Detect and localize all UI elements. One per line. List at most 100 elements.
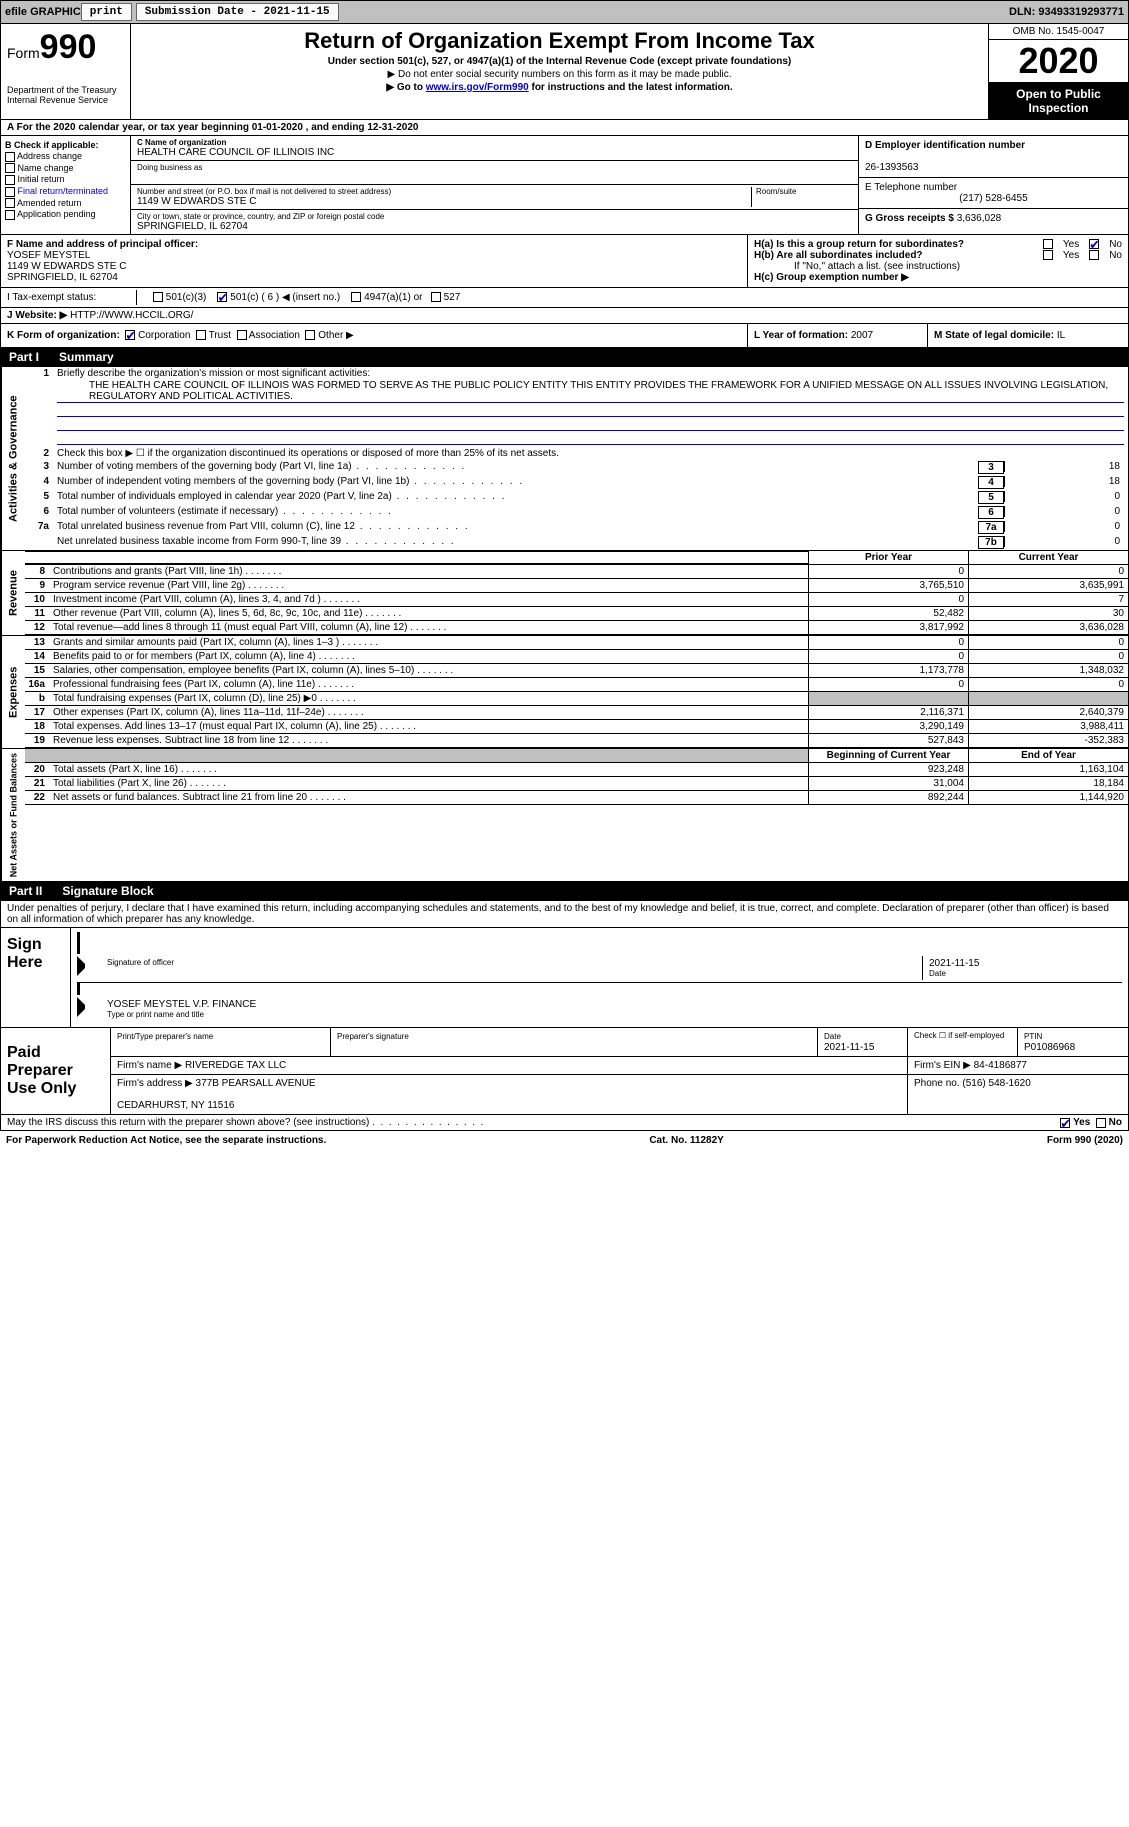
ha-no[interactable]	[1089, 239, 1099, 249]
chk-final-return[interactable]	[5, 187, 15, 197]
line-text: Number of independent voting members of …	[57, 476, 974, 487]
street-label: Number and street (or P.O. box if mail i…	[137, 187, 751, 196]
current-year-value: 2,640,379	[968, 706, 1128, 719]
line-text: Total assets (Part X, line 16)	[53, 763, 808, 776]
chk-initial-return[interactable]	[5, 175, 15, 185]
discuss-yes-lbl: Yes	[1073, 1117, 1090, 1128]
header-left: Form990 Department of the Treasury Inter…	[1, 24, 131, 119]
officer-label: F Name and address of principal officer:	[7, 239, 198, 250]
line-number: 14	[25, 650, 53, 663]
header-right: OMB No. 1545-0047 2020 Open to Public In…	[988, 24, 1128, 119]
lbl-501c3: 501(c)(3)	[166, 292, 207, 303]
hb-yes[interactable]	[1043, 250, 1053, 260]
chk-amended-return[interactable]	[5, 198, 15, 208]
chk-address-change[interactable]	[5, 152, 15, 162]
chk-application-pending[interactable]	[5, 210, 15, 220]
line-number: 7a	[29, 521, 57, 532]
lbl-initial-return: Initial return	[18, 174, 65, 184]
chk-527[interactable]	[431, 292, 441, 302]
prior-year-value: 2,116,371	[808, 706, 968, 719]
line-number: 5	[29, 491, 57, 502]
sig-arrow-icon	[77, 956, 97, 976]
chk-501c3[interactable]	[153, 292, 163, 302]
ha-label: H(a) Is this a group return for subordin…	[754, 239, 984, 250]
lbl-name-change: Name change	[18, 163, 74, 173]
discuss-no[interactable]	[1096, 1118, 1106, 1128]
prior-year-value: 0	[808, 565, 968, 578]
line2-text: Check this box ▶ ☐ if the organization d…	[57, 448, 1124, 459]
line-number: 22	[25, 791, 53, 804]
header-middle: Return of Organization Exempt From Incom…	[131, 24, 988, 119]
line-number: 13	[25, 636, 53, 649]
year-formation-label: L Year of formation:	[754, 330, 848, 341]
line-value: 0	[1004, 506, 1124, 517]
revenue-section: Revenue Prior Year Current Year 8Contrib…	[0, 551, 1129, 636]
current-year-value: 0	[968, 636, 1128, 649]
line-text: Total number of volunteers (estimate if …	[57, 506, 974, 517]
money-row: 14Benefits paid to or for members (Part …	[25, 650, 1128, 664]
line-value: 0	[1004, 491, 1124, 502]
chk-corp[interactable]	[125, 330, 135, 340]
prior-year-value: 0	[808, 678, 968, 691]
line-text: Contributions and grants (Part VIII, lin…	[53, 565, 808, 578]
form-number: 990	[40, 28, 97, 66]
chk-other[interactable]	[305, 330, 315, 340]
prior-year-value: 0	[808, 636, 968, 649]
chk-assoc[interactable]	[237, 330, 247, 340]
governance-row: Net unrelated business taxable income fr…	[25, 535, 1128, 550]
lbl-application-pending: Application pending	[17, 209, 96, 219]
domicile-val: IL	[1057, 330, 1065, 341]
line-text: Professional fundraising fees (Part IX, …	[53, 678, 808, 691]
sig-date-value: 2021-11-15	[929, 958, 1116, 969]
revenue-header: Prior Year Current Year	[25, 551, 1128, 565]
hdr-prior-year: Prior Year	[808, 551, 968, 564]
box-de: D Employer identification number 26-1393…	[858, 136, 1128, 234]
line-number: 3	[29, 461, 57, 472]
line-box-number: 7a	[978, 521, 1004, 534]
chk-name-change[interactable]	[5, 163, 15, 173]
side-net-assets: Net Assets or Fund Balances	[1, 749, 25, 881]
tax-year: 2020	[989, 40, 1128, 83]
lbl-501c: 501(c) ( 6 ) ◀ (insert no.)	[230, 292, 340, 303]
city-value: SPRINGFIELD, IL 62704	[137, 221, 852, 232]
chk-501c[interactable]	[217, 292, 227, 302]
current-year-value: 18,184	[968, 777, 1128, 790]
governance-row: 3Number of voting members of the governi…	[25, 460, 1128, 475]
line-number: b	[25, 692, 53, 705]
prep-name-hdr: Print/Type preparer's name	[117, 1032, 213, 1041]
prior-year-value: 923,248	[808, 763, 968, 776]
chk-4947[interactable]	[351, 292, 361, 302]
lbl-4947: 4947(a)(1) or	[364, 292, 422, 303]
part1-title: Summary	[59, 350, 114, 364]
gross-receipts-value: 3,636,028	[957, 213, 1002, 224]
lbl-corp: Corporation	[138, 330, 190, 341]
hb-no[interactable]	[1089, 250, 1099, 260]
domicile-label: M State of legal domicile:	[934, 330, 1054, 341]
lbl-other: Other ▶	[318, 330, 353, 341]
line-text: Total expenses. Add lines 13–17 (must eq…	[53, 720, 808, 733]
line-number: 9	[25, 579, 53, 592]
ha-no-lbl: No	[1109, 239, 1122, 250]
prior-year-value: 892,244	[808, 791, 968, 804]
money-row: 13Grants and similar amounts paid (Part …	[25, 636, 1128, 650]
print-button[interactable]: print	[81, 3, 132, 21]
box-b: B Check if applicable: Address change Na…	[1, 136, 131, 234]
line-text: Total fundraising expenses (Part IX, col…	[53, 692, 808, 705]
line-value: 18	[1004, 476, 1124, 487]
box-c: C Name of organization HEALTH CARE COUNC…	[131, 136, 858, 234]
mission-blank-line	[57, 433, 1124, 445]
chk-trust[interactable]	[196, 330, 206, 340]
prior-year-value	[808, 692, 968, 705]
discuss-yes[interactable]	[1060, 1118, 1070, 1128]
line-text: Total number of individuals employed in …	[57, 491, 974, 502]
firm-phone-val: (516) 548-1620	[962, 1078, 1030, 1089]
omb-number: OMB No. 1545-0047	[989, 24, 1128, 40]
room-label: Room/suite	[756, 187, 852, 196]
money-row: 21Total liabilities (Part X, line 26)31,…	[25, 777, 1128, 791]
website-url: HTTP://WWW.HCCIL.ORG/	[70, 310, 193, 321]
money-row: 11Other revenue (Part VIII, column (A), …	[25, 607, 1128, 621]
tax-exempt-label: I Tax-exempt status:	[7, 290, 137, 305]
money-row: 17Other expenses (Part IX, column (A), l…	[25, 706, 1128, 720]
instructions-link[interactable]: www.irs.gov/Form990	[426, 82, 529, 93]
ha-yes[interactable]	[1043, 239, 1053, 249]
